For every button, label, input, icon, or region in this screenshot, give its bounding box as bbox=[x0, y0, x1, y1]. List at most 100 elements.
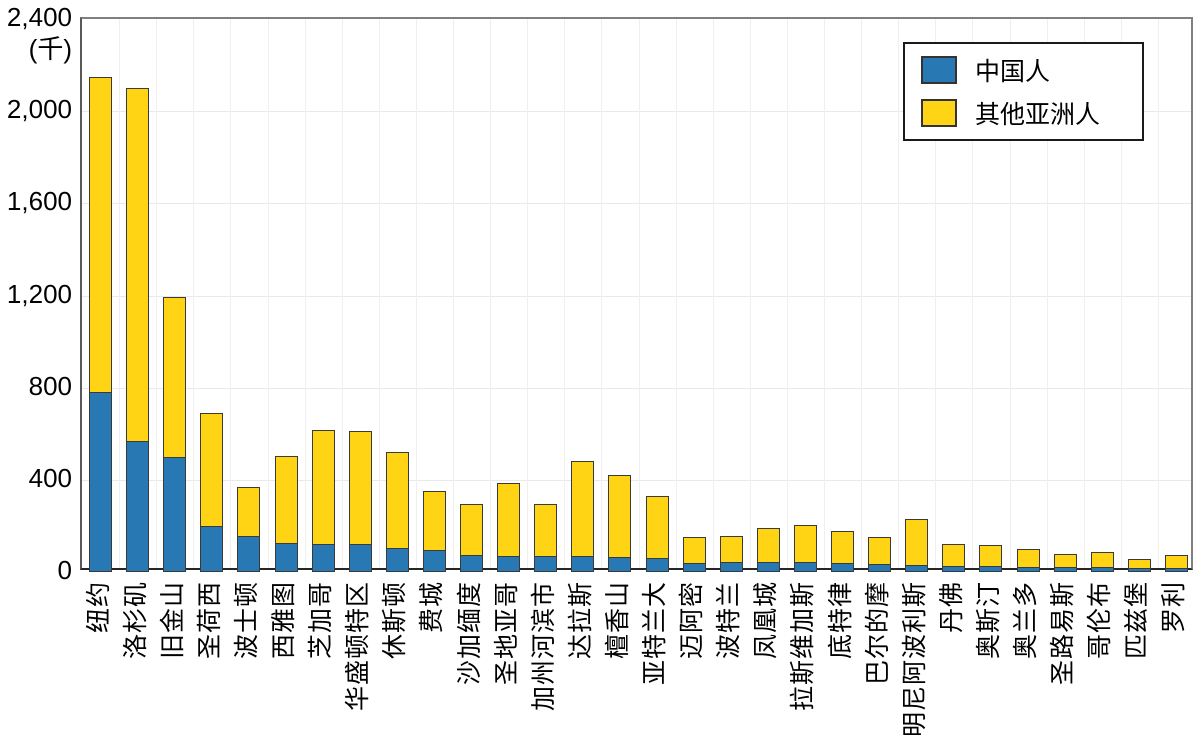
bar-segment-other-asian bbox=[1016, 548, 1040, 568]
x-axis-label: 凤凰城 bbox=[752, 581, 781, 660]
gridline-vertical bbox=[935, 19, 937, 568]
bar-segment-other-asian bbox=[608, 475, 632, 559]
bar-奥兰多 bbox=[1016, 548, 1040, 572]
bar-segment-chinese bbox=[1164, 569, 1188, 572]
bar-segment-chinese bbox=[497, 557, 521, 572]
bar-segment-chinese bbox=[163, 457, 187, 572]
bar-波士顿 bbox=[237, 486, 261, 572]
gridline-vertical bbox=[749, 19, 751, 568]
bar-哥伦布 bbox=[1090, 552, 1114, 572]
x-axis-label: 沙加缅度 bbox=[455, 581, 484, 686]
x-axis-label: 波特兰 bbox=[715, 581, 744, 660]
bar-segment-chinese bbox=[1016, 567, 1040, 572]
bar-segment-other-asian bbox=[1090, 552, 1114, 569]
bar-segment-chinese bbox=[868, 565, 892, 572]
gridline-vertical bbox=[1157, 19, 1159, 568]
x-axis-label: 奥斯汀 bbox=[974, 581, 1003, 660]
bar-segment-other-asian bbox=[645, 495, 669, 560]
bar-西雅图 bbox=[274, 455, 298, 572]
bar-segment-chinese bbox=[311, 545, 335, 572]
x-axis-label: 加州河滨市 bbox=[529, 581, 558, 712]
bar-segment-chinese bbox=[979, 566, 1003, 572]
bar-segment-chinese bbox=[756, 563, 780, 572]
bar-亚特兰大 bbox=[645, 495, 669, 572]
x-axis-label: 奥兰多 bbox=[1012, 581, 1041, 660]
bar-segment-other-asian bbox=[571, 461, 595, 557]
gridline-horizontal bbox=[82, 479, 1191, 481]
bar-华盛顿特区 bbox=[348, 431, 372, 572]
bar-segment-chinese bbox=[534, 557, 558, 572]
x-axis-label: 圣地亚哥 bbox=[492, 581, 521, 686]
gridline-vertical bbox=[267, 19, 269, 568]
bar-迈阿密 bbox=[682, 537, 706, 572]
x-axis-label: 波士顿 bbox=[232, 581, 261, 660]
x-axis-label: 圣路易斯 bbox=[1049, 581, 1078, 686]
bar-沙加缅度 bbox=[460, 504, 484, 572]
legend: 中国人 其他亚洲人 bbox=[903, 42, 1144, 141]
legend-label: 其他亚洲人 bbox=[975, 101, 1101, 130]
bar-圣路易斯 bbox=[1053, 554, 1077, 572]
gridline-vertical bbox=[156, 19, 158, 568]
bar-segment-chinese bbox=[1090, 568, 1114, 572]
gridline-vertical bbox=[861, 19, 863, 568]
bar-segment-chinese bbox=[905, 565, 929, 572]
bar-凤凰城 bbox=[756, 528, 780, 572]
gridline-vertical bbox=[1083, 19, 1085, 568]
bar-加州河滨市 bbox=[534, 504, 558, 572]
bar-segment-chinese bbox=[422, 551, 446, 572]
y-axis-tick-label: 400 bbox=[28, 462, 72, 493]
y-axis-tick-label: 2,000 bbox=[6, 94, 72, 125]
x-axis-label: 洛杉矶 bbox=[121, 581, 150, 660]
bar-segment-other-asian bbox=[126, 88, 150, 442]
legend-swatch bbox=[921, 99, 957, 128]
y-axis-tick-label: 800 bbox=[28, 370, 72, 401]
x-axis-label: 迈阿密 bbox=[678, 581, 707, 660]
bar-segment-other-asian bbox=[348, 431, 372, 546]
gridline-horizontal bbox=[82, 295, 1191, 297]
y-axis-tick-label: 1,600 bbox=[6, 186, 72, 217]
gridline-vertical bbox=[378, 19, 380, 568]
bar-segment-other-asian bbox=[942, 544, 966, 567]
bar-檀香山 bbox=[608, 475, 632, 572]
bar-segment-chinese bbox=[571, 557, 595, 572]
legend-label: 中国人 bbox=[975, 57, 1051, 86]
bar-segment-other-asian bbox=[200, 413, 224, 528]
bar-拉斯维加斯 bbox=[793, 524, 817, 572]
gridline-vertical bbox=[972, 19, 974, 568]
x-axis-label: 旧金山 bbox=[158, 581, 187, 660]
gridline-vertical bbox=[341, 19, 343, 568]
bar-segment-chinese bbox=[460, 555, 484, 572]
x-axis-label: 丹佛 bbox=[937, 581, 966, 634]
x-axis-label: 亚特兰大 bbox=[641, 581, 670, 686]
y-axis-tick-label: 1,200 bbox=[6, 278, 72, 309]
x-axis-label: 匹兹堡 bbox=[1123, 581, 1152, 660]
gridline-vertical bbox=[564, 19, 566, 568]
x-axis-label: 西雅图 bbox=[270, 581, 299, 660]
x-axis-label: 休斯顿 bbox=[381, 581, 410, 660]
bar-segment-other-asian bbox=[422, 491, 446, 552]
bar-segment-other-asian bbox=[274, 455, 298, 545]
bar-segment-other-asian bbox=[719, 536, 743, 564]
bar-segment-other-asian bbox=[979, 545, 1003, 567]
bar-纽约 bbox=[89, 76, 113, 572]
gridline-vertical bbox=[638, 19, 640, 568]
gridline-vertical bbox=[786, 19, 788, 568]
bar-segment-other-asian bbox=[1164, 555, 1188, 570]
gridline-vertical bbox=[453, 19, 454, 568]
gridline-vertical bbox=[193, 19, 195, 568]
x-axis-label: 圣荷西 bbox=[195, 581, 224, 660]
x-axis-label: 纽约 bbox=[84, 581, 113, 634]
bar-segment-chinese bbox=[274, 544, 298, 572]
gridline-vertical bbox=[601, 19, 603, 568]
bar-丹佛 bbox=[942, 544, 966, 572]
bar-明尼阿波利斯 bbox=[905, 519, 929, 572]
x-axis-label: 芝加哥 bbox=[307, 581, 336, 660]
gridline-vertical bbox=[119, 19, 121, 568]
bar-segment-other-asian bbox=[497, 483, 521, 557]
bar-segment-other-asian bbox=[460, 504, 484, 556]
bar-segment-chinese bbox=[831, 563, 855, 572]
bar-休斯顿 bbox=[385, 452, 409, 572]
gridline-vertical bbox=[415, 19, 417, 568]
bar-圣荷西 bbox=[200, 413, 224, 572]
bar-segment-chinese bbox=[348, 545, 372, 572]
